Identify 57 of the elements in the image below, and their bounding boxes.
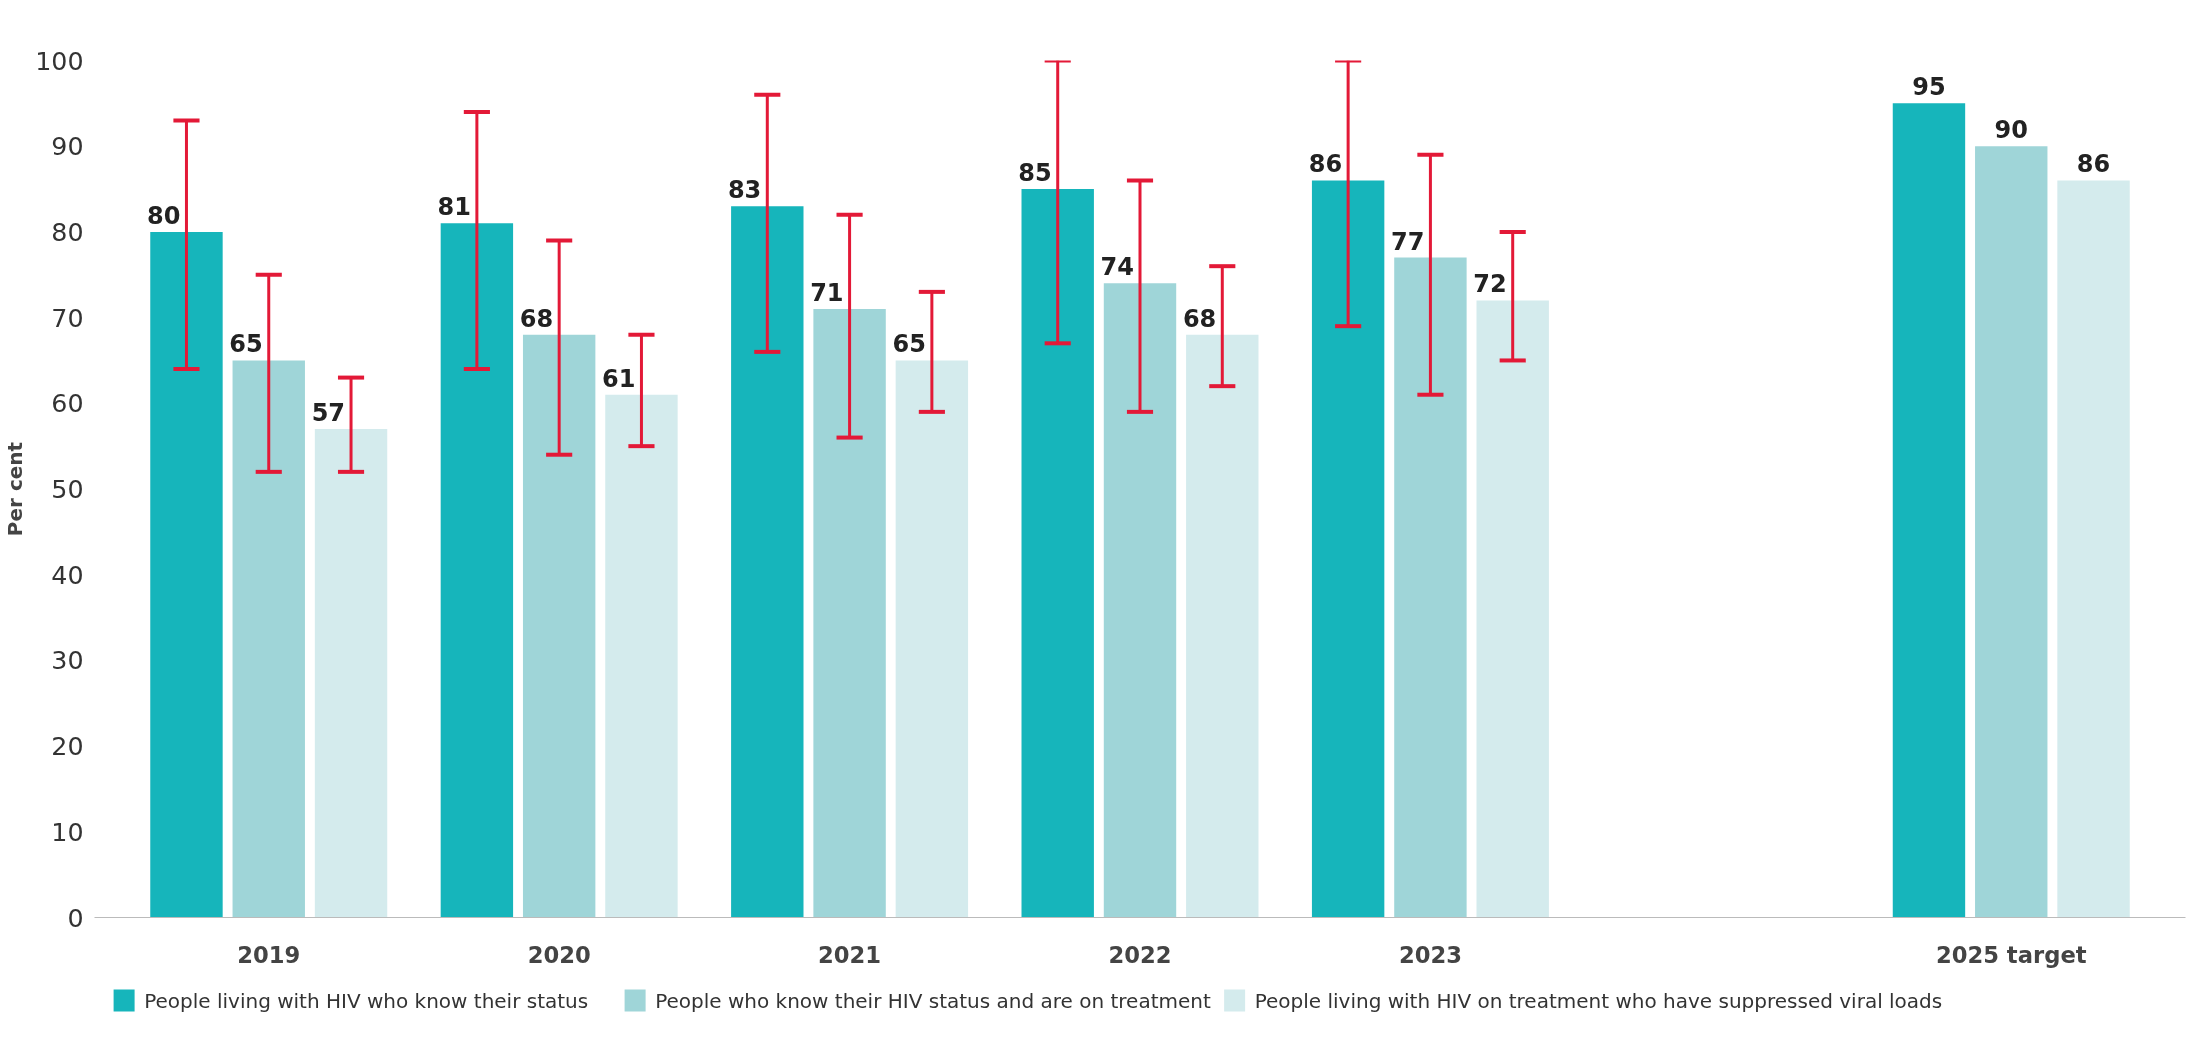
x-tick-label: 2021 — [818, 941, 882, 968]
legend-label: People who know their HIV status and are on treatment — [655, 988, 1211, 1013]
data-label: 81 — [437, 193, 471, 222]
bar — [1186, 334, 1259, 918]
data-label: 85 — [1018, 159, 1052, 188]
bar — [1975, 146, 2048, 918]
data-label: 71 — [810, 279, 844, 308]
x-tick-label: 2020 — [527, 941, 591, 968]
bar — [1394, 257, 1467, 918]
data-label: 80 — [147, 201, 181, 230]
bar — [731, 206, 804, 918]
y-tick-label: 80 — [51, 216, 84, 247]
bar — [1892, 103, 1966, 918]
data-label: 68 — [1182, 304, 1217, 333]
bar — [440, 223, 514, 918]
x-tick-label: 2022 — [1108, 941, 1172, 968]
y-tick-label: 20 — [51, 731, 84, 762]
x-tick-label: 2023 — [1398, 941, 1462, 968]
bar — [1476, 300, 1549, 918]
data-label: 90 — [1994, 116, 2028, 145]
data-label: 68 — [519, 304, 554, 333]
x-tick-label: 2025 target — [1935, 941, 2087, 968]
data-label: 83 — [727, 176, 762, 205]
y-tick-label: 60 — [51, 388, 84, 419]
data-label: 74 — [1100, 253, 1135, 282]
legend-label: People living with HIV on treatment who have suppressed viral loads — [1254, 988, 1943, 1013]
x-tick-label: 2019 — [237, 941, 301, 968]
bar — [522, 334, 596, 918]
bar — [895, 360, 969, 918]
bar — [150, 231, 223, 918]
data-label: 86 — [2076, 150, 2111, 179]
y-tick-label: 50 — [51, 474, 84, 504]
bar — [605, 394, 678, 918]
bar — [1311, 180, 1385, 918]
y-tick-label: 30 — [51, 645, 84, 676]
data-label: 61 — [602, 364, 636, 393]
data-label: 77 — [1391, 227, 1425, 256]
data-label: 95 — [1912, 73, 1946, 102]
legend-label: People living with HIV who know their status — [144, 988, 589, 1013]
y-tick-label: 40 — [51, 559, 84, 590]
bar — [314, 429, 388, 918]
data-label: 57 — [311, 399, 346, 428]
y-tick-label: 10 — [51, 816, 84, 847]
bar — [1103, 283, 1177, 918]
data-label: 65 — [892, 330, 926, 359]
bar — [1021, 189, 1094, 918]
y-tick-label: 100 — [35, 45, 84, 76]
y-axis-title: Per cent — [3, 441, 28, 537]
bar — [232, 360, 305, 918]
data-label: 72 — [1473, 270, 1507, 299]
bar — [2057, 180, 2130, 918]
y-tick-label: 0 — [67, 902, 84, 933]
bar — [813, 309, 886, 918]
data-label: 65 — [229, 330, 263, 359]
y-tick-label: 70 — [51, 302, 84, 333]
data-label: 86 — [1308, 150, 1343, 179]
y-tick-label: 90 — [51, 131, 84, 162]
